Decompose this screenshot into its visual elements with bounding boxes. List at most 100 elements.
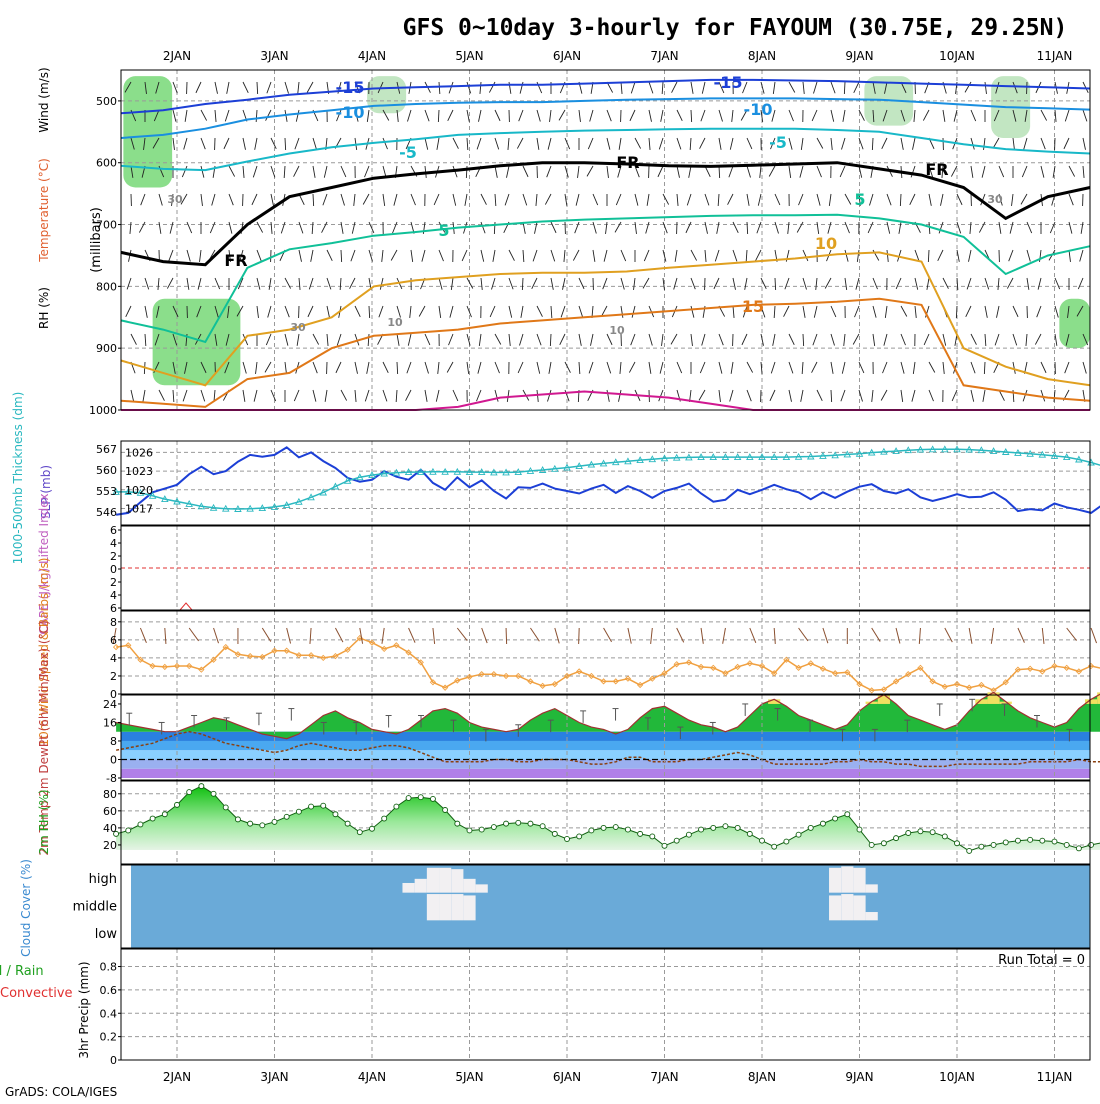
rh-marker — [394, 804, 399, 809]
rh-marker — [260, 823, 265, 828]
wind-barb-10m — [482, 628, 487, 643]
wind-barb — [803, 334, 804, 346]
wind-speed-line — [116, 613, 1100, 691]
cloud-clear-cell — [841, 894, 853, 920]
rh-marker — [820, 821, 825, 826]
wind-barb-10m — [1067, 628, 1077, 641]
day-label-top: 4JAN — [358, 49, 386, 63]
isotherm-label: -5 — [399, 143, 417, 162]
rh-marker — [686, 832, 691, 837]
wind-barb-10m — [409, 628, 416, 643]
day-label-top: 6JAN — [553, 49, 581, 63]
thickness-line — [116, 449, 1100, 509]
wind-barb — [369, 306, 370, 318]
y-tick-label: 2 — [110, 670, 117, 683]
rh-marker — [296, 809, 301, 814]
wind-barb-10m — [214, 628, 219, 643]
wind-barb — [747, 222, 748, 234]
y-tick-label: 2 — [110, 550, 117, 563]
rh-marker — [418, 795, 423, 800]
rh-marker — [1003, 840, 1008, 845]
day-label-bottom: 10JAN — [939, 1070, 975, 1084]
cloud-clear-cell — [463, 895, 475, 920]
wind-barb — [257, 82, 258, 94]
wind-barb-10m — [1091, 628, 1096, 643]
wind-barb — [984, 362, 985, 374]
temp-hot-fill — [878, 695, 890, 704]
rh-marker — [162, 812, 167, 817]
day-label-top: 9JAN — [845, 49, 873, 63]
slp-line — [116, 447, 1100, 514]
wind-barb — [928, 250, 929, 262]
wind-barb — [831, 390, 832, 402]
rh-marker — [577, 834, 582, 839]
y-tick-label: 0.6 — [100, 984, 118, 997]
day-label-bottom: 3JAN — [260, 1070, 288, 1084]
li-blip — [180, 603, 192, 610]
rh-marker — [552, 831, 557, 836]
slp-tick-label: 1017 — [125, 503, 153, 516]
slp-tick-label: 1020 — [125, 484, 153, 497]
rh-marker — [625, 827, 630, 832]
wind-barb-10m — [530, 628, 539, 641]
axis-label: Cloud Cover (%) — [19, 859, 33, 957]
wind-barb — [775, 278, 776, 290]
wind-barb-10m — [189, 628, 198, 641]
wind-barb — [900, 194, 901, 206]
day-label-bottom: 7JAN — [650, 1070, 678, 1084]
axis-label: (millibars) — [89, 207, 104, 273]
rh-marker — [601, 825, 606, 830]
thickness-tick-label: 567 — [96, 443, 117, 456]
isotherm-label: -15 — [336, 78, 365, 97]
wind-barb — [719, 166, 720, 178]
wind-barb-10m — [140, 628, 146, 643]
rh-marker — [382, 816, 387, 821]
y-tick-label: 0 — [110, 563, 117, 576]
rh-marker — [845, 812, 850, 817]
rh-marker — [784, 839, 789, 844]
rh-marker — [1040, 838, 1045, 843]
cloud-bg — [131, 865, 1090, 948]
isotherm-label: 5 — [854, 190, 865, 209]
panel-frame — [121, 441, 1090, 525]
wind-barb — [550, 334, 551, 346]
cloud-clear-cell — [829, 895, 841, 920]
isotherm-label: -10 — [744, 100, 773, 119]
axis-label: Temperature (°C) — [37, 158, 51, 263]
isotherm-label: FR — [224, 251, 247, 270]
rh-marker — [772, 844, 777, 849]
wind-barb-10m — [506, 628, 507, 644]
wind-barb-10m — [1018, 628, 1025, 643]
isotherm-label: 5 — [438, 221, 449, 240]
footer-credit: GrADS: COLA/IGES — [5, 1085, 117, 1099]
y-tick-label: 1000 — [89, 404, 117, 417]
rh-marker — [187, 790, 192, 795]
rh-marker — [528, 821, 533, 826]
rh-marker — [942, 834, 947, 839]
rh-marker — [833, 816, 838, 821]
y-tick-label: 8 — [110, 616, 117, 629]
rh-marker — [430, 796, 435, 801]
wind-barb-10m — [165, 628, 166, 644]
axis-label: 2m RH (%) — [37, 789, 51, 854]
wind-barb-10m — [433, 628, 435, 644]
wind-barb — [844, 82, 845, 94]
wind-barb-10m — [310, 628, 311, 644]
rh-marker — [309, 804, 314, 809]
rh-marker — [443, 807, 448, 812]
wind-barb-10m — [651, 628, 653, 644]
y-tick-label: 20 — [103, 839, 117, 852]
y-tick-label: 2 — [110, 576, 117, 589]
y-tick-label: 900 — [96, 342, 117, 355]
wind-barb-10m — [799, 628, 808, 641]
isotherm-label: 30 — [290, 321, 306, 334]
day-label-bottom: 2JAN — [163, 1070, 191, 1084]
panel-frame — [121, 949, 1090, 1060]
temp-band — [121, 741, 1090, 750]
y-tick-label: 4 — [110, 652, 117, 665]
y-tick-label: 6 — [110, 602, 117, 615]
isotherm-label: 30 — [987, 193, 1003, 206]
y-tick-label: 40 — [103, 822, 117, 835]
